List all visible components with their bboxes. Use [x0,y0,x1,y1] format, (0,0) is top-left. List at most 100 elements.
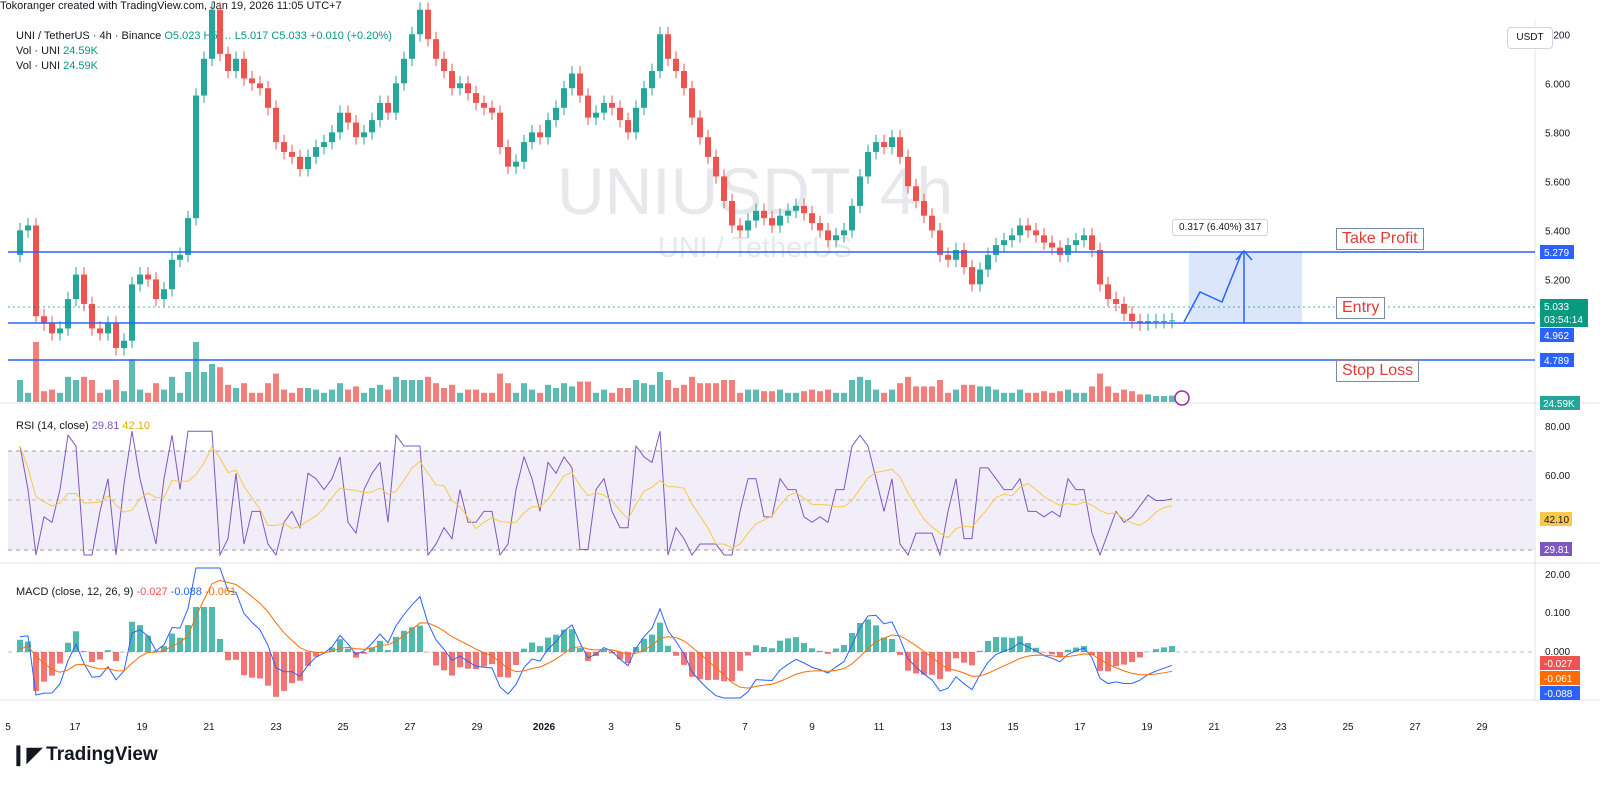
candle-body [937,230,943,255]
macd-hist-bar [185,625,191,652]
macd-hist-bar [713,652,719,680]
volume-bar [185,372,191,402]
time-axis-label: 3 [608,722,614,733]
volume-bar [665,380,671,402]
macd-hist-bar [41,652,47,682]
candle-body [273,107,279,143]
macd-hist-bar [657,622,663,652]
alert-icon[interactable] [1174,390,1190,406]
volume-legend-2[interactable]: Vol · UNI 24.59K [16,60,98,72]
macd-hist-bar [1137,652,1143,658]
stop-loss-label[interactable]: Stop Loss [1336,360,1420,382]
candle-body [321,142,327,148]
candle-body [201,58,207,96]
candle-body [225,53,231,72]
macd-hist-bar [329,647,335,652]
candle-body [17,230,23,255]
volume-bar [857,376,863,402]
rsi-axis-60: 60.00 [1545,471,1570,482]
currency-selector[interactable]: USDT [1507,27,1553,49]
volume-label-1: Vol · UNI [16,45,61,57]
macd-hist-bar [1073,647,1079,652]
price-axis[interactable]: 6.200 6.000 5.800 5.600 5.400 5.200 [1545,30,1570,286]
candle-body [1097,250,1103,285]
candle-body [129,284,135,341]
macd-hist-bar [817,650,823,652]
macd-hist-bar [825,652,831,654]
macd-hist-bar [681,652,687,665]
volume-bar [1009,392,1015,402]
candle-body [985,254,991,270]
macd-hist-bar [809,648,815,652]
volume-bar [745,389,751,402]
chart-canvas[interactable]: UNIUSDT, 4h UNI / TetherUS 6.2006.0005.8… [0,0,1600,740]
volume-bar [817,391,823,402]
macd-hist-tag: -0.027 [1540,656,1580,670]
macd-hist-bar [449,652,455,676]
macd-hist-bar [953,652,959,659]
macd-hist-bar [1049,652,1055,655]
volume-label-2: Vol · UNI [16,60,61,72]
macd-legend[interactable]: MACD (close, 12, 26, 9) -0.027 -0.088 -0… [16,586,236,598]
candle-body [1049,242,1055,248]
price-axis-label: 5.200 [1545,275,1570,286]
volume-bar [401,380,407,402]
candle-body [721,176,727,201]
macd-line-legend: -0.088 [170,586,202,598]
macd-hist-bar [105,650,111,652]
macd-hist-bar [1129,652,1135,662]
volume-bar [1169,395,1175,402]
macd-hist-bar [545,637,551,652]
time-axis[interactable]: 5 17 19 21 23 25 27 29 2026 3 5 7 9 11 13 15 17 19 21 23 25 2… [5,722,1488,733]
volume-bar [1049,392,1055,402]
macd-hist-bar [1153,649,1159,652]
volume-bar [393,376,399,402]
macd-signal-legend: -0.061 [204,586,237,598]
candle-body [177,254,183,260]
macd-hist-bar [369,647,375,652]
time-axis-label: 21 [203,722,215,733]
rsi-legend[interactable]: RSI (14, close) 29.81 42.10 [16,420,150,432]
candle-body [249,78,255,84]
macd-hist-bar [673,652,679,656]
volume-bar [585,381,591,402]
candle-body [857,176,863,206]
tradingview-logo[interactable]: ❙◤ TradingView [10,742,158,767]
volume-bar [593,392,599,402]
volume-legend-1[interactable]: Vol · UNI 24.59K [16,45,98,57]
volume-bar [1145,394,1151,402]
volume-bar [89,380,95,402]
macd-hist-bar [745,652,751,656]
svg-text:-0.088: -0.088 [1544,689,1573,700]
candle-body [521,142,527,162]
volume-series [17,342,1175,402]
volume-bar [873,389,879,402]
take-profit-label[interactable]: Take Profit [1336,228,1424,250]
candle-body [97,328,103,334]
candle-body [1065,245,1071,255]
macd-hist-bar [433,652,439,666]
volume-bar [609,392,615,402]
macd-hist-bar [161,646,167,652]
volume-bar [529,389,535,402]
candle-body [297,156,303,170]
macd-hist-bar [1089,652,1095,656]
macd-hist-bar [913,652,919,674]
volume-bar [785,392,791,402]
candle-body [681,71,687,89]
candle-body [777,215,783,226]
svg-text:5.279: 5.279 [1544,248,1569,259]
candle-body [305,156,311,170]
macd-hist-bar [193,607,199,652]
volume-bar [297,388,303,402]
svg-text:-0.027: -0.027 [1544,659,1573,670]
volume-bar [329,389,335,402]
macd-hist-bar [1097,652,1103,671]
candle-body [473,93,479,103]
entry-label[interactable]: Entry [1336,297,1386,319]
candle-body [193,95,199,219]
macd-hist-bar [377,640,383,652]
volume-bar [241,383,247,402]
candle-body [1169,320,1175,322]
volume-bar [641,383,647,402]
